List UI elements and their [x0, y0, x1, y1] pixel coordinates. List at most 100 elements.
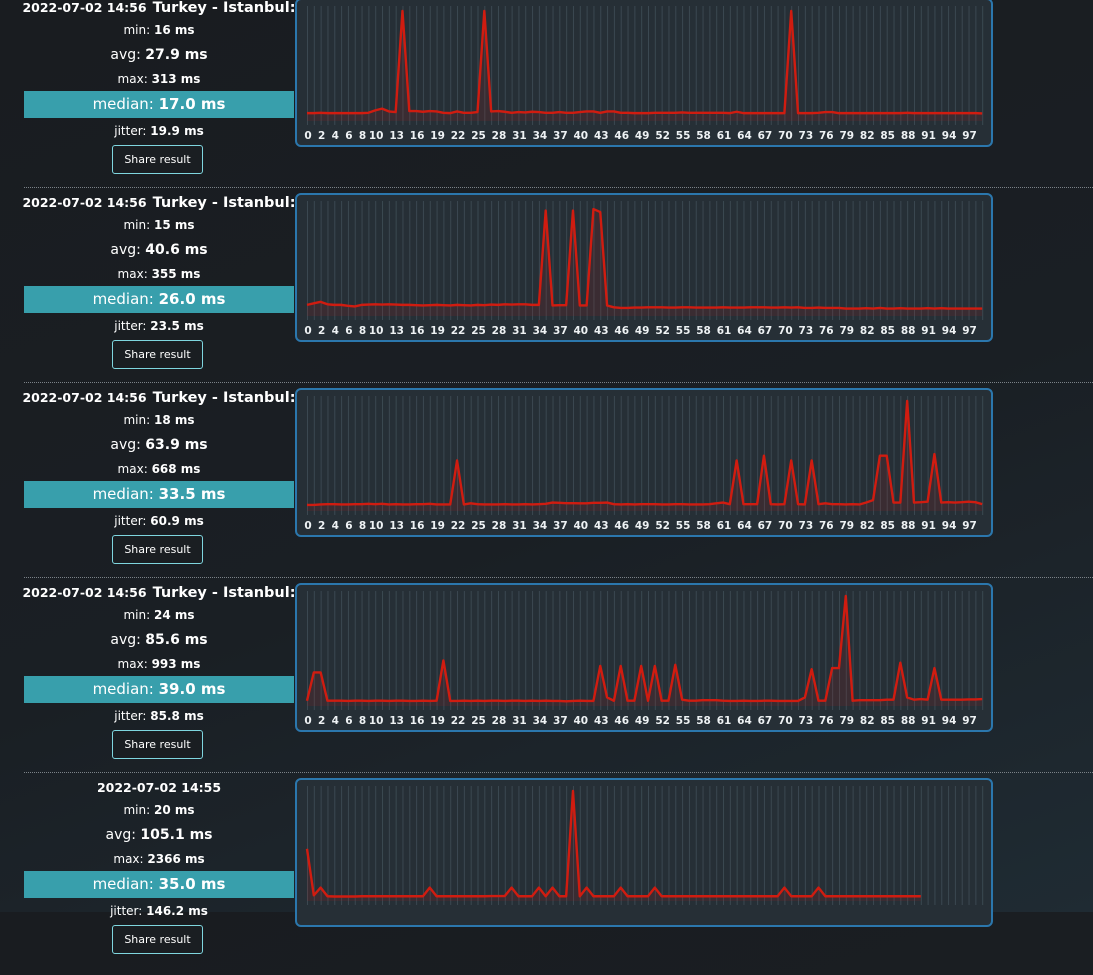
x-tick-label: 31: [512, 130, 527, 142]
x-tick-label: 61: [717, 715, 732, 727]
x-tick-label: 16: [410, 325, 425, 337]
median-stat: median: 26.0 ms: [24, 286, 294, 313]
x-tick-label: 19: [430, 520, 445, 532]
jitter-stat-value: 146.2 ms: [146, 904, 208, 918]
x-tick-label: 55: [676, 325, 691, 337]
x-tick-label: 28: [492, 130, 507, 142]
x-tick-label: 13: [389, 520, 404, 532]
x-tick-label: 88: [901, 130, 916, 142]
x-tick-label: 40: [573, 520, 588, 532]
x-tick-label: 61: [717, 130, 732, 142]
x-tick-label: 97: [962, 715, 977, 727]
x-tick-label: 37: [553, 130, 568, 142]
max-stat: max: 2366 ms: [24, 851, 294, 867]
series-area: [307, 209, 982, 316]
x-tick-label: 8: [359, 520, 366, 532]
jitter-stat: jitter: 23.5 ms: [24, 318, 294, 334]
x-tick-label: 49: [635, 715, 650, 727]
x-tick-label: 85: [880, 130, 895, 142]
x-tick-label: 91: [921, 520, 936, 532]
share-result-button[interactable]: Share result: [112, 145, 203, 174]
jitter-stat: jitter: 146.2 ms: [24, 903, 294, 919]
share-result-button[interactable]: Share result: [112, 340, 203, 369]
x-tick-label: 49: [635, 325, 650, 337]
max-stat-label: max:: [118, 267, 152, 281]
x-tick-label: 94: [942, 520, 957, 532]
x-tick-label: 2: [318, 325, 325, 337]
avg-stat-value: 105.1 ms: [140, 827, 212, 843]
latency-series-line: [307, 209, 982, 308]
share-result-button[interactable]: Share result: [112, 925, 203, 954]
min-stat: min: 15 ms: [24, 217, 294, 233]
avg-stat: avg: 85.6 ms: [24, 632, 294, 648]
jitter-stat: jitter: 19.9 ms: [24, 123, 294, 139]
x-tick-label: 52: [655, 520, 670, 532]
x-tick-label: 8: [359, 325, 366, 337]
x-tick-label: 13: [389, 130, 404, 142]
x-tick-label: 55: [676, 715, 691, 727]
x-tick-label: 61: [717, 325, 732, 337]
median-stat-value: 17.0 ms: [159, 95, 226, 113]
x-tick-label: 58: [696, 325, 711, 337]
latency-series-line: [307, 596, 982, 701]
x-tick-label: 88: [901, 715, 916, 727]
x-tick-label: 10: [369, 520, 384, 532]
x-tick-label: 52: [655, 715, 670, 727]
x-tick-label: 40: [573, 130, 588, 142]
median-stat: median: 17.0 ms: [24, 91, 294, 118]
x-tick-label: 4: [332, 715, 339, 727]
entry-separator: [24, 382, 1093, 383]
result-location: Turkey - Istanbul:: [153, 585, 296, 601]
x-tick-label: 4: [332, 325, 339, 337]
max-stat-value: 993 ms: [152, 657, 201, 671]
x-tick-label: 73: [799, 715, 814, 727]
x-tick-label: 85: [880, 520, 895, 532]
jitter-stat-value: 85.8 ms: [150, 709, 203, 723]
x-tick-label: 22: [451, 130, 466, 142]
x-tick-label: 88: [901, 325, 916, 337]
x-tick-label: 6: [345, 520, 352, 532]
min-stat-label: min:: [123, 608, 154, 622]
min-stat-value: 18 ms: [154, 413, 195, 427]
x-tick-label: 97: [962, 325, 977, 337]
jitter-stat-value: 19.9 ms: [150, 124, 203, 138]
x-tick-label: 16: [410, 130, 425, 142]
x-tick-label: 22: [451, 715, 466, 727]
x-tick-label: 79: [839, 130, 854, 142]
median-stat-label: median:: [93, 95, 159, 113]
x-tick-label: 6: [345, 130, 352, 142]
result-date: 2022-07-02 14:56: [22, 390, 146, 405]
x-tick-label: 13: [389, 715, 404, 727]
min-stat: min: 24 ms: [24, 607, 294, 623]
x-tick-label: 22: [451, 520, 466, 532]
x-tick-label: 25: [471, 715, 486, 727]
x-tick-label: 76: [819, 325, 834, 337]
x-tick-label: 76: [819, 715, 834, 727]
median-stat-value: 39.0 ms: [159, 680, 226, 698]
median-stat-label: median:: [93, 680, 159, 698]
x-tick-label: 91: [921, 130, 936, 142]
max-stat: max: 313 ms: [24, 71, 294, 87]
x-tick-label: 34: [533, 130, 548, 142]
entry-separator: [24, 187, 1093, 188]
x-tick-label: 49: [635, 130, 650, 142]
jitter-stat-value: 60.9 ms: [150, 514, 203, 528]
x-tick-label: 70: [778, 130, 793, 142]
x-tick-label: 31: [512, 520, 527, 532]
x-tick-label: 58: [696, 715, 711, 727]
share-result-button[interactable]: Share result: [112, 730, 203, 759]
x-tick-label: 28: [492, 520, 507, 532]
x-tick-label: 46: [614, 520, 629, 532]
x-tick-label: 19: [430, 715, 445, 727]
x-tick-label: 58: [696, 520, 711, 532]
avg-stat-value: 40.6 ms: [145, 242, 207, 258]
result-date: 2022-07-02 14:56: [22, 195, 146, 210]
jitter-stat-label: jitter:: [114, 319, 150, 333]
share-result-button[interactable]: Share result: [112, 535, 203, 564]
x-tick-label: 37: [553, 520, 568, 532]
